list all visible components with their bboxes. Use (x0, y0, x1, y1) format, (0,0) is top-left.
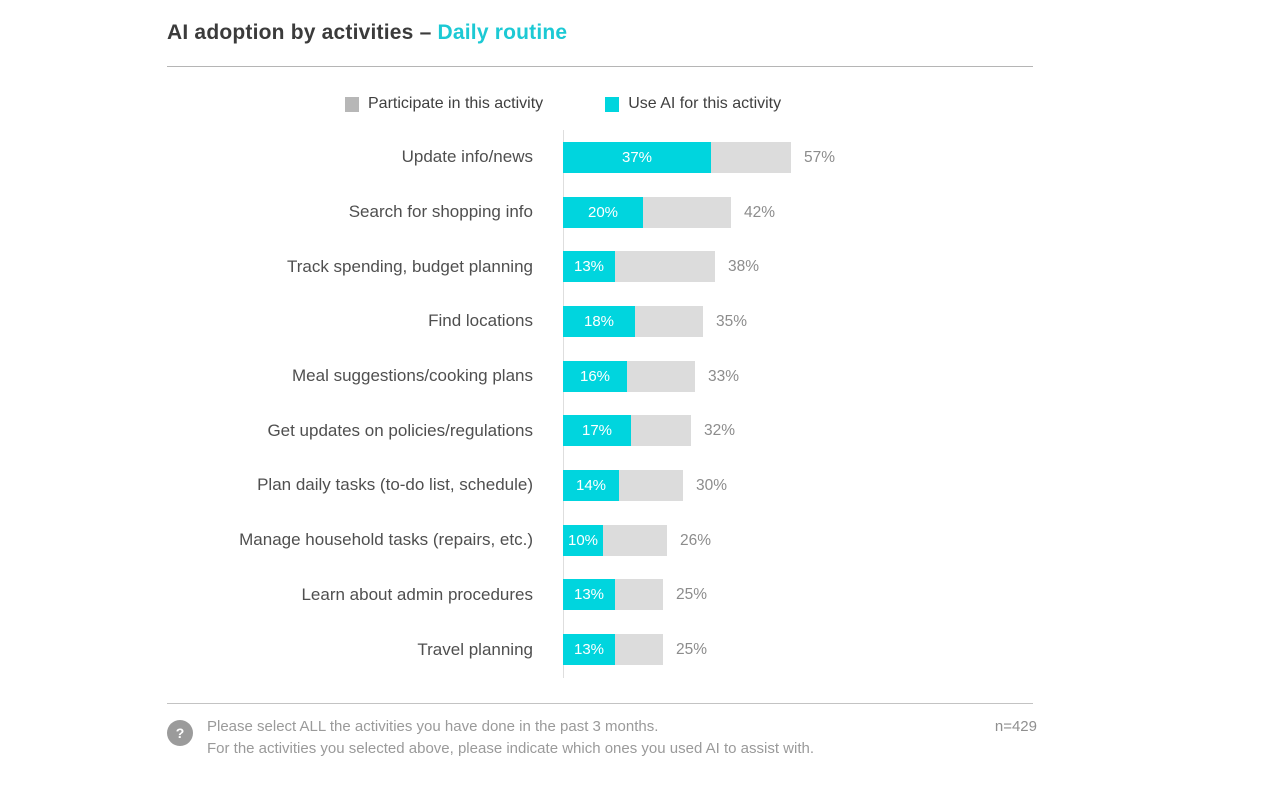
chart-row: Get updates on policies/regulations 17% 32… (167, 403, 1033, 458)
use-ai-value-label: 37% (621, 148, 653, 166)
use-ai-bar: 17% (563, 415, 631, 447)
title-divider (167, 66, 1033, 67)
chart: Update info/news 37% 57% Search for shoppin… (167, 130, 1033, 678)
category-label: Get updates on policies/regulations (267, 420, 533, 440)
footer-divider (167, 703, 1033, 704)
sample-size: n=429 (994, 718, 1037, 735)
category-label: Update info/news (401, 147, 533, 167)
category-label: Learn about admin procedures (301, 584, 533, 604)
chart-legend: Participate in this activity Use AI for … (345, 95, 781, 113)
chart-row: Update info/news 37% 57% (167, 130, 1033, 185)
use-ai-bar: 13% (563, 579, 615, 611)
use-ai-bar: 16% (563, 360, 627, 392)
page-title-main: AI adoption by activities – (167, 21, 432, 44)
participate-value-label: 25% (676, 641, 708, 659)
participate-value-label: 26% (680, 531, 712, 549)
report-page: AI adoption by activities – Daily routin… (167, 0, 1037, 787)
category-label: Search for shopping info (348, 202, 533, 222)
chart-row: Travel planning 13% 25% (167, 622, 1033, 677)
bar-track: 20% 42% (563, 196, 1033, 228)
legend-item-use-ai: Use AI for this activity (605, 95, 781, 113)
bar-track: 13% 38% (563, 251, 1033, 283)
category-label: Meal suggestions/cooking plans (292, 366, 533, 386)
legend-label-use-ai: Use AI for this activity (628, 95, 782, 112)
category-label: Manage household tasks (repairs, etc.) (239, 530, 533, 550)
footnote-line-1: Please select ALL the activities you hav… (207, 718, 659, 735)
use-ai-value-label: 13% (573, 586, 605, 604)
use-ai-bar: 20% (563, 196, 643, 228)
legend-label-participate: Participate in this activity (368, 95, 544, 112)
bar-track: 16% 33% (563, 360, 1033, 392)
participate-value-label: 32% (704, 422, 736, 440)
participate-value-label: 35% (716, 312, 748, 330)
chart-row: Plan daily tasks (to-do list, schedule) 1… (167, 458, 1033, 513)
use-ai-bar: 18% (563, 305, 635, 337)
use-ai-bar: 37% (563, 141, 711, 173)
use-ai-bar: 14% (563, 469, 619, 501)
legend-item-participate: Participate in this activity (345, 95, 543, 113)
use-ai-value-label: 16% (579, 367, 611, 385)
participate-value-label: 33% (708, 367, 740, 385)
category-label: Find locations (428, 311, 533, 331)
category-label: Plan daily tasks (to-do list, schedule) (257, 475, 533, 495)
chart-row: Manage household tasks (repairs, etc.) 10… (167, 513, 1033, 568)
chart-row: Find locations 18% 35% (167, 294, 1033, 349)
use-ai-value-label: 13% (573, 258, 605, 276)
legend-marker-use-ai-icon (605, 96, 620, 112)
use-ai-value-label: 13% (573, 641, 605, 659)
page-title: AI adoption by activities – Daily routin… (167, 21, 567, 45)
question-mark-icon: ? (167, 720, 193, 746)
use-ai-bar: 10% (563, 524, 603, 556)
page-title-highlight: Daily routine (437, 21, 568, 44)
bar-track: 17% 32% (563, 415, 1033, 447)
chart-row: Search for shopping info 20% 42% (167, 185, 1033, 240)
use-ai-value-label: 10% (567, 531, 599, 549)
axis-baseline (563, 130, 564, 678)
participate-value-label: 25% (676, 586, 708, 604)
use-ai-bar: 13% (563, 251, 615, 283)
participate-value-label: 38% (728, 258, 760, 276)
bar-track: 10% 26% (563, 524, 1033, 556)
chart-row: Learn about admin procedures 13% 25% (167, 568, 1033, 623)
participate-value-label: 57% (804, 148, 836, 166)
use-ai-value-label: 20% (587, 203, 619, 221)
bar-track: 14% 30% (563, 469, 1033, 501)
bar-track: 13% 25% (563, 634, 1033, 666)
use-ai-value-label: 14% (575, 476, 607, 494)
participate-value-label: 30% (696, 476, 728, 494)
use-ai-bar: 13% (563, 634, 615, 666)
chart-row: Track spending, budget planning 13% 38% (167, 239, 1033, 294)
chart-rows: Update info/news 37% 57% Search for shoppin… (167, 130, 1033, 677)
use-ai-value-label: 17% (581, 422, 613, 440)
footnote: Please select ALL the activities you hav… (207, 716, 814, 760)
participate-value-label: 42% (744, 203, 776, 221)
bar-track: 13% 25% (563, 579, 1033, 611)
category-label: Track spending, budget planning (286, 256, 533, 276)
footnote-line-2: For the activities you selected above, p… (207, 740, 815, 757)
legend-marker-participate-icon (345, 96, 359, 112)
use-ai-value-label: 18% (583, 312, 615, 330)
bar-track: 37% 57% (563, 141, 1033, 173)
category-label: Travel planning (417, 639, 533, 659)
bar-track: 18% 35% (563, 305, 1033, 337)
chart-row: Meal suggestions/cooking plans 16% 33% (167, 349, 1033, 404)
